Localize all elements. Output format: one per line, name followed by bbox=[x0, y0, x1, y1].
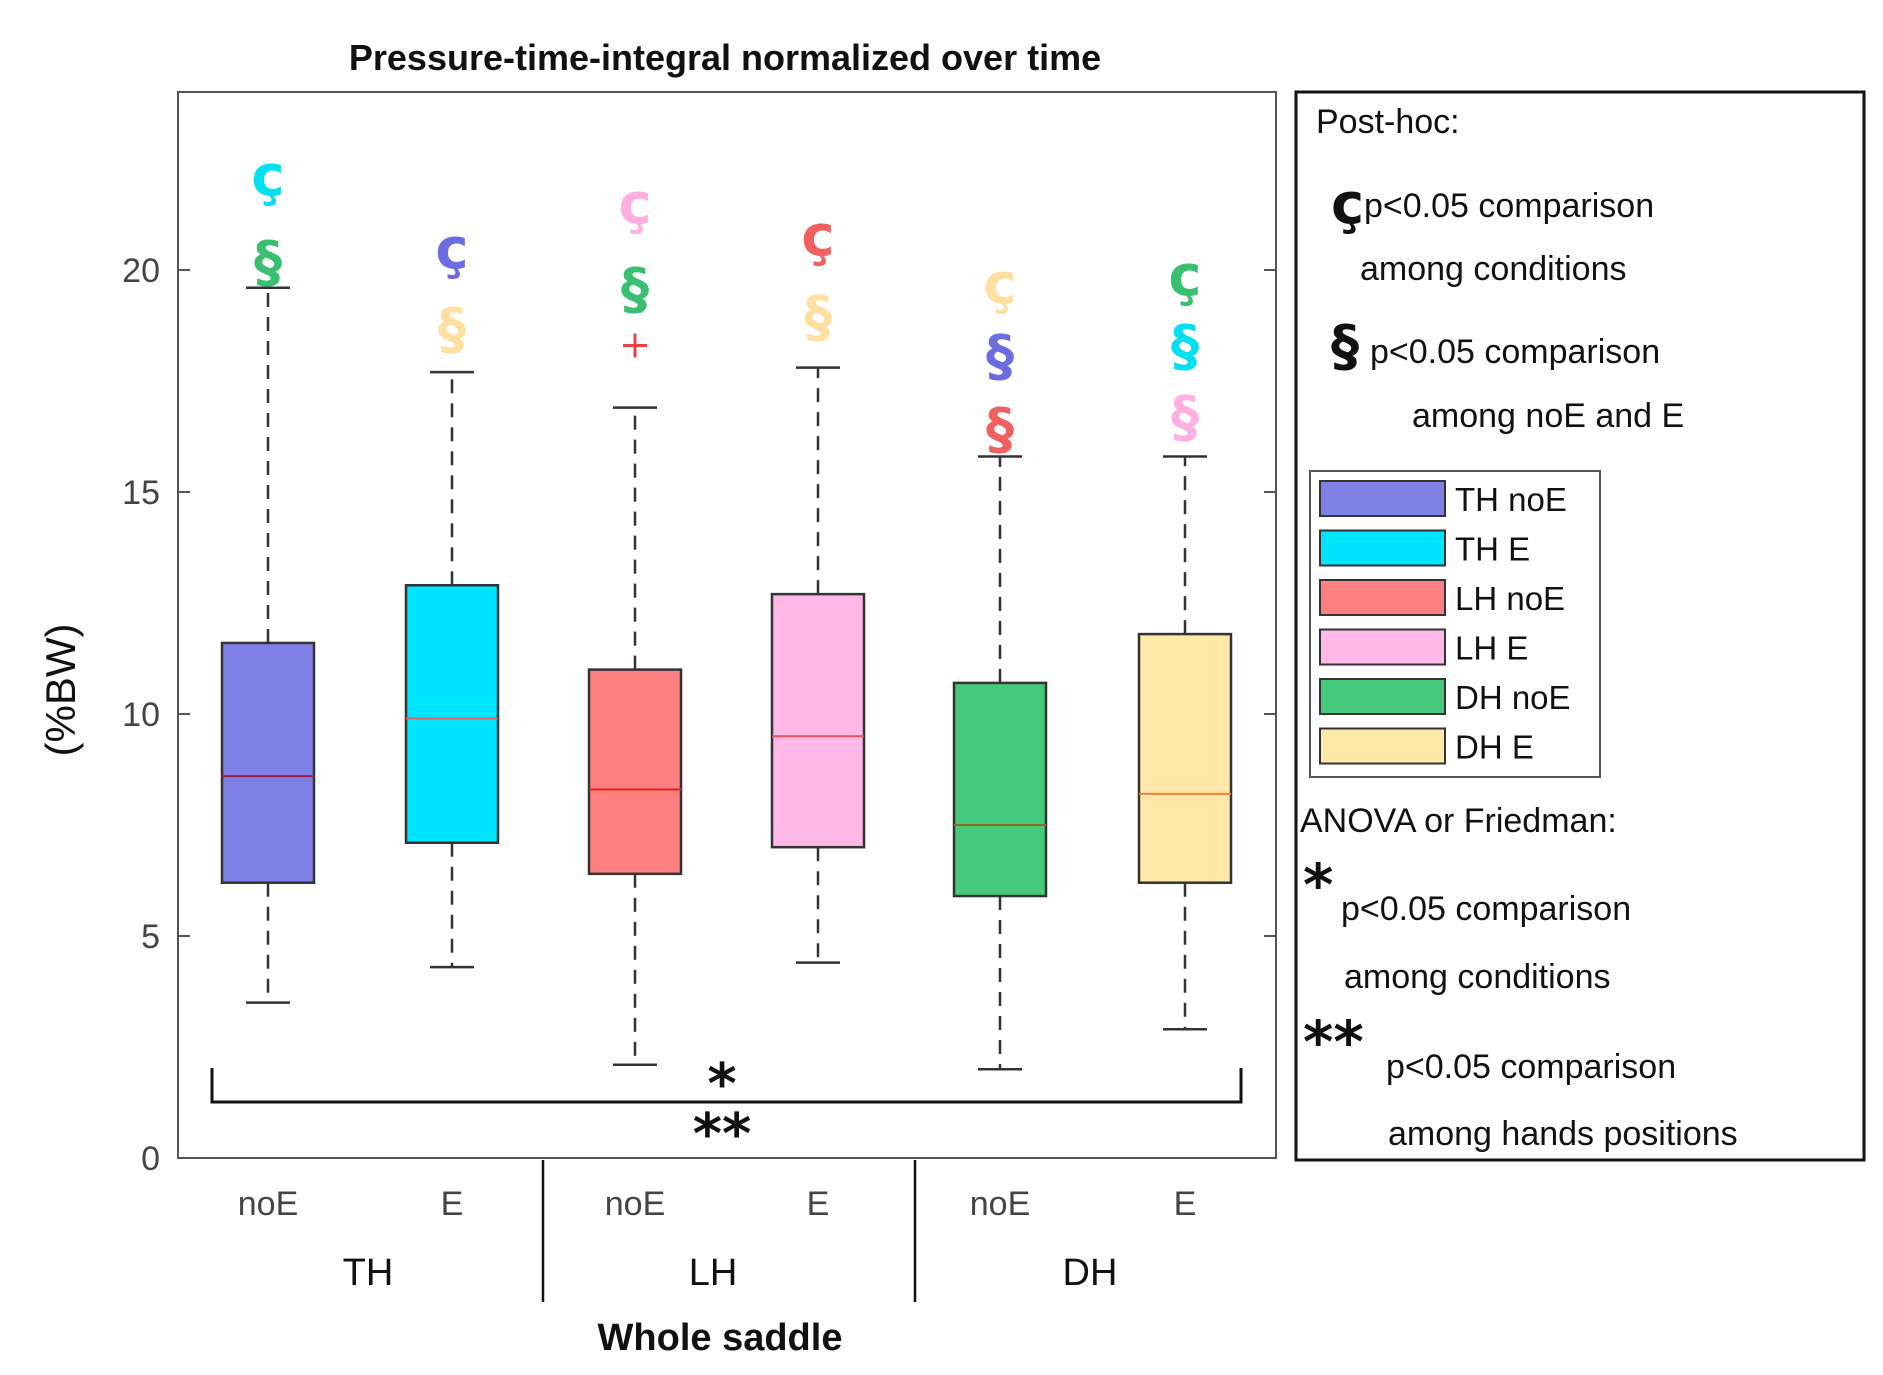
box-th-e bbox=[404, 370, 500, 969]
group-label-lh: LH bbox=[689, 1252, 738, 1294]
comparison-bracket: *** bbox=[210, 1052, 1243, 1167]
box-lh-noe bbox=[587, 333, 683, 1067]
box-dh-e bbox=[1137, 455, 1233, 1031]
stats-symbol: ** bbox=[1303, 1008, 1364, 1076]
legend-label-lh-noe: LH noE bbox=[1455, 580, 1565, 617]
legend-swatch-lh-noe bbox=[1319, 579, 1446, 616]
posthoc-line1: p<0.05 comparison bbox=[1370, 333, 1660, 371]
interquartile-box bbox=[952, 681, 1048, 898]
annotation-section-symbol: § bbox=[254, 230, 282, 295]
annotation-section-symbol: § bbox=[1171, 385, 1199, 450]
box-th-noe bbox=[220, 286, 316, 1004]
stats-line1: p<0.05 comparison bbox=[1341, 890, 1631, 928]
interquartile-box bbox=[220, 641, 316, 884]
posthoc-title: Post-hoc: bbox=[1316, 103, 1460, 141]
y-axis-label: (%BW) bbox=[37, 624, 84, 757]
legend-swatch-dh-noe bbox=[1319, 678, 1446, 715]
annotation-cedilla-symbol: ç bbox=[983, 252, 1016, 317]
box-dh-noe bbox=[952, 455, 1048, 1071]
annotation-section-symbol: § bbox=[438, 297, 466, 362]
posthoc-symbol: ç bbox=[1331, 172, 1364, 237]
stats-symbol: * bbox=[1303, 851, 1333, 919]
box-series bbox=[220, 286, 1233, 1071]
posthoc-line1: p<0.05 comparison bbox=[1364, 187, 1654, 225]
annotation-section-symbol: § bbox=[986, 324, 1014, 389]
bracket-line bbox=[210, 1068, 1243, 1104]
annotation-section-symbol: § bbox=[1171, 314, 1199, 379]
bracket-single-asterisk: * bbox=[707, 1052, 736, 1117]
legend-swatch-th-e bbox=[1319, 529, 1446, 567]
plot-area bbox=[177, 91, 1277, 1159]
posthoc-line2: among noE and E bbox=[1412, 397, 1684, 435]
legend-label-dh-e: DH E bbox=[1455, 729, 1534, 766]
y-tick-label: 0 bbox=[141, 1140, 160, 1178]
legend-label-lh-e: LH E bbox=[1455, 630, 1528, 667]
interquartile-box bbox=[770, 592, 866, 849]
annotation-section-symbol: § bbox=[804, 285, 832, 350]
chart-title: Pressure-time-integral normalized over t… bbox=[349, 37, 1101, 78]
box-lh-e bbox=[770, 366, 866, 964]
legend-swatch-dh-e bbox=[1319, 727, 1446, 765]
color-key-frame bbox=[1309, 470, 1601, 778]
stats-line2: among conditions bbox=[1344, 958, 1611, 996]
y-axis: 0 5 10 15 20 bbox=[122, 252, 1276, 1178]
posthoc-symbol: § bbox=[1331, 314, 1359, 379]
legend-swatch-lh-e bbox=[1319, 628, 1446, 666]
y-tick-label: 5 bbox=[141, 918, 160, 956]
legend-label-th-noe: TH noE bbox=[1455, 481, 1567, 518]
stats-line2: among hands positions bbox=[1388, 1115, 1738, 1153]
stats-title: ANOVA or Friedman: bbox=[1300, 802, 1617, 840]
stats-line1: p<0.05 comparison bbox=[1386, 1048, 1676, 1086]
x-tick-label-e: E bbox=[807, 1185, 830, 1223]
interquartile-box bbox=[404, 583, 500, 845]
x-tick-label-e: E bbox=[1174, 1185, 1197, 1223]
y-tick-label: 10 bbox=[122, 696, 160, 734]
x-tick-label-noe: noE bbox=[238, 1185, 299, 1223]
y-tick-label: 15 bbox=[122, 474, 160, 512]
legend-label-th-e: TH E bbox=[1455, 531, 1530, 568]
group-label-dh: DH bbox=[1063, 1252, 1118, 1294]
annotation-cedilla-symbol: ç bbox=[801, 204, 834, 269]
bracket-double-asterisk: ** bbox=[693, 1102, 752, 1167]
x-axis-label: Whole saddle bbox=[598, 1317, 843, 1359]
annotation-cedilla-symbol: ç bbox=[435, 217, 468, 282]
significance-annotations: ç§ ç§ç§ç§ç§§ç§§ bbox=[251, 144, 1201, 462]
interquartile-box bbox=[587, 668, 683, 876]
group-label-th: TH bbox=[343, 1252, 394, 1294]
x-tick-label-e: E bbox=[441, 1185, 464, 1223]
posthoc-line2: among conditions bbox=[1360, 250, 1627, 288]
annotation-section-symbol: § bbox=[621, 257, 649, 322]
y-tick-label: 20 bbox=[122, 252, 160, 290]
x-tick-label-noe: noE bbox=[605, 1185, 666, 1223]
legend-label-dh-noe: DH noE bbox=[1455, 679, 1571, 716]
annotation-cedilla-symbol: ç bbox=[1168, 244, 1201, 309]
x-axis: noE E TH noE E LH noE E DH bbox=[238, 1160, 1197, 1302]
annotation-section-symbol: § bbox=[986, 397, 1014, 462]
interquartile-box bbox=[1137, 632, 1233, 884]
x-tick-label-noe: noE bbox=[970, 1185, 1031, 1223]
legend-swatch-th-noe bbox=[1319, 480, 1446, 517]
annotation-cedilla-symbol: ç bbox=[251, 144, 284, 209]
annotation-cedilla-symbol: ç bbox=[618, 172, 651, 237]
